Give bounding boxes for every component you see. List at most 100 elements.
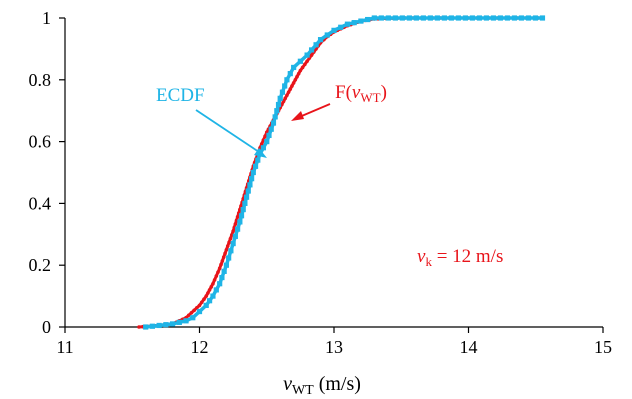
ecdf-point <box>260 145 266 151</box>
cdf-point <box>228 236 233 241</box>
cdf-point <box>309 53 314 57</box>
cdf-point <box>189 310 194 315</box>
ecdf-point <box>274 108 280 114</box>
cdf-point <box>300 65 305 70</box>
cdf-annotation: F(vWT) <box>335 82 387 105</box>
ecdf-arrow-line <box>195 109 263 155</box>
cdf-point <box>225 244 230 248</box>
y-tick-label: 0.2 <box>29 255 52 275</box>
ecdf-point <box>455 15 462 21</box>
ecdf-point <box>217 281 223 287</box>
ecdf-point <box>238 213 245 219</box>
ecdf-point <box>230 240 236 247</box>
cdf-point <box>235 214 240 219</box>
ecdf-point <box>371 15 377 21</box>
ecdf-point <box>245 188 251 194</box>
cdf-point <box>295 74 299 79</box>
ecdf-point <box>156 322 162 329</box>
ecdf-point <box>317 37 324 43</box>
cdf-point <box>219 262 223 267</box>
ecdf-point <box>249 176 255 182</box>
cdf-point <box>192 308 196 313</box>
y-tick-label: 0.4 <box>29 193 52 213</box>
cdf-arrow-head <box>291 111 304 121</box>
ecdf-point <box>221 268 227 274</box>
ecdf-point <box>223 262 229 268</box>
cdf-point <box>204 294 209 298</box>
cdf-point <box>291 81 296 85</box>
ecdf-point <box>143 324 149 330</box>
ecdf-point <box>385 15 391 21</box>
cdf-point <box>263 134 267 138</box>
ecdf-point <box>235 226 241 232</box>
ecdf-point <box>304 52 310 58</box>
ecdf-point <box>490 15 497 21</box>
ecdf-point <box>196 308 203 315</box>
cdf-point <box>285 93 289 98</box>
cdf-point <box>305 59 309 64</box>
ecdf-point <box>210 293 216 299</box>
cdf-point <box>227 240 231 245</box>
cdf-point <box>216 270 220 274</box>
ecdf-point <box>351 20 357 26</box>
y-tick-label: 0.8 <box>29 70 52 90</box>
ecdf-point <box>213 287 219 293</box>
ecdf-point <box>392 15 398 21</box>
cdf-point <box>229 233 234 237</box>
series-line-1 <box>138 16 543 329</box>
ecdf-point <box>420 15 426 21</box>
cdf-point <box>286 90 291 94</box>
ecdf-point <box>358 18 364 24</box>
cdf-point <box>233 222 238 226</box>
ecdf-point <box>232 233 238 239</box>
ecdf-point <box>268 126 274 132</box>
cdf-point <box>259 142 264 146</box>
ecdf-point <box>469 15 476 21</box>
cdf-point <box>202 297 206 301</box>
ecdf-point <box>399 15 405 21</box>
ecdf-arrow-head <box>254 148 267 158</box>
ecdf-point <box>277 95 283 101</box>
ecdf-point <box>324 32 330 38</box>
cdf-point <box>290 84 294 88</box>
cdf-point <box>186 313 191 318</box>
ecdf-point <box>511 15 518 21</box>
y-tick-label: 0.6 <box>29 132 52 152</box>
ecdf-point <box>219 274 225 281</box>
cdf-point <box>217 266 222 271</box>
ecdf-point <box>365 16 371 23</box>
ecdf-point <box>242 200 248 206</box>
ecdf-point <box>272 114 278 120</box>
ecdf-point <box>427 15 433 21</box>
ecdf-point <box>149 323 156 329</box>
cdf-point <box>214 274 219 278</box>
cdf-point <box>239 204 243 208</box>
ecdf-point <box>255 157 261 163</box>
ecdf-point <box>308 47 315 53</box>
ecdf-point <box>378 15 384 21</box>
ecdf-point <box>170 321 176 327</box>
ecdf-point <box>266 132 272 139</box>
ecdf-point <box>291 64 297 71</box>
ecdf-point <box>406 15 412 21</box>
ecdf-point <box>270 120 277 126</box>
ecdf-point <box>264 139 270 145</box>
ecdf-point <box>518 15 525 21</box>
ecdf-point <box>313 42 319 48</box>
ecdf-annotation: ECDF <box>156 85 205 106</box>
ecdf-point <box>247 182 253 188</box>
cdf-point <box>212 278 217 282</box>
x-tick-label: 14 <box>460 337 478 357</box>
x-tick-label: 15 <box>594 337 612 357</box>
ecdf-point <box>532 15 539 21</box>
ecdf-point <box>284 77 290 83</box>
ecdf-point <box>331 27 337 33</box>
ecdf-point <box>344 21 351 27</box>
cdf-point <box>231 229 235 234</box>
ecdf-point <box>525 15 532 21</box>
ecdf-point <box>441 15 448 21</box>
ecdf-point <box>476 15 483 21</box>
cdf-point <box>283 96 288 101</box>
